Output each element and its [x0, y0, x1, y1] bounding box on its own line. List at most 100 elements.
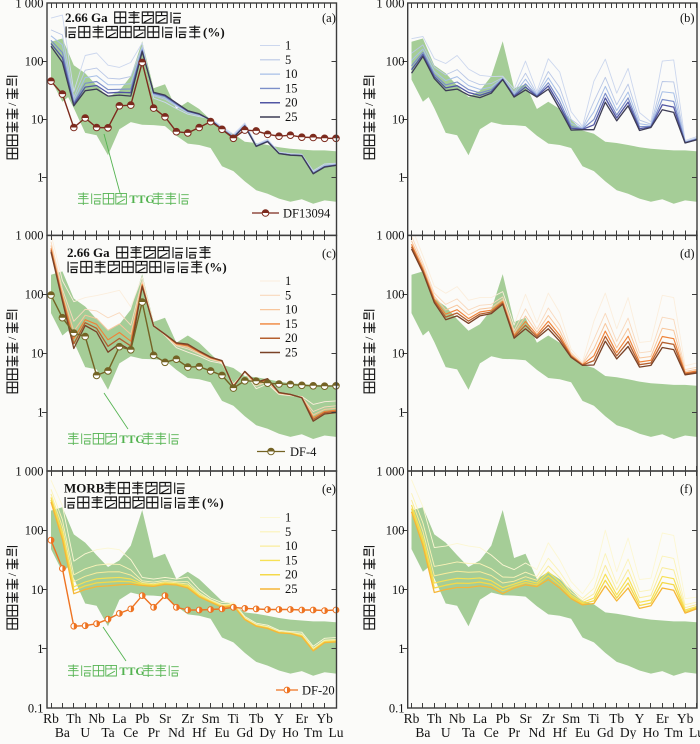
svg-text:Gd: Gd	[597, 725, 614, 739]
svg-text:25: 25	[285, 110, 298, 124]
svg-text:15: 15	[285, 81, 298, 95]
svg-text:Tb: Tb	[609, 711, 624, 726]
svg-text:Eu: Eu	[575, 725, 590, 739]
svg-text:10: 10	[392, 113, 405, 127]
svg-text:10: 10	[285, 67, 298, 81]
svg-text:Ce: Ce	[123, 725, 138, 739]
svg-text:1 000: 1 000	[376, 0, 404, 10]
svg-text:2.66 Ga: 2.66 Ga	[65, 10, 108, 25]
svg-text:Dy: Dy	[620, 725, 637, 739]
svg-text:Hf: Hf	[192, 725, 207, 739]
svg-text:20: 20	[285, 96, 298, 110]
svg-text:Pr: Pr	[148, 725, 161, 739]
svg-text:10: 10	[392, 347, 405, 361]
svg-text:Nb: Nb	[88, 711, 105, 726]
svg-text:Lu: Lu	[329, 725, 344, 739]
svg-text:15: 15	[285, 317, 298, 331]
svg-text:DF13094: DF13094	[283, 206, 331, 220]
svg-text:(e): (e)	[322, 482, 336, 496]
svg-text:Y: Y	[635, 711, 645, 726]
svg-text:(%): (%)	[205, 260, 227, 275]
svg-text:20: 20	[285, 568, 298, 582]
svg-text:Pr: Pr	[508, 725, 521, 739]
svg-text:1: 1	[37, 405, 43, 419]
svg-text:100: 100	[25, 54, 44, 68]
svg-text:Zr: Zr	[181, 711, 194, 726]
svg-text:/: /	[6, 337, 20, 341]
svg-text:(f): (f)	[680, 482, 693, 496]
svg-text:10: 10	[31, 113, 44, 127]
svg-text:(c): (c)	[322, 247, 336, 261]
svg-text:Zr: Zr	[542, 711, 555, 726]
svg-text:Ho: Ho	[282, 725, 299, 739]
svg-text:Ti: Ti	[588, 711, 600, 726]
svg-text:/: /	[6, 573, 20, 577]
svg-text:1: 1	[398, 405, 404, 419]
svg-text:Tm: Tm	[664, 725, 683, 739]
svg-text:10: 10	[31, 583, 44, 597]
svg-text:/: /	[363, 573, 377, 577]
svg-text:Ba: Ba	[415, 725, 430, 739]
svg-text:DF-20: DF-20	[302, 683, 335, 697]
svg-text:(d): (d)	[680, 247, 695, 261]
svg-text:La: La	[473, 711, 487, 726]
svg-text:(a): (a)	[322, 11, 336, 25]
svg-text:1: 1	[37, 642, 43, 656]
svg-text:Yb: Yb	[677, 711, 694, 726]
svg-text:25: 25	[285, 582, 298, 596]
svg-text:Pb: Pb	[496, 711, 511, 726]
svg-text:1: 1	[398, 642, 404, 656]
svg-text:U: U	[441, 725, 451, 739]
svg-text:Ho: Ho	[643, 725, 660, 739]
svg-text:Rb: Rb	[404, 711, 420, 726]
svg-text:10: 10	[31, 347, 44, 361]
svg-text:Ti: Ti	[228, 711, 240, 726]
svg-text:100: 100	[25, 288, 44, 302]
svg-text:5: 5	[285, 288, 291, 302]
svg-text:1: 1	[285, 39, 291, 53]
svg-text:Ce: Ce	[484, 725, 499, 739]
svg-text:Pb: Pb	[135, 711, 150, 726]
svg-text:100: 100	[386, 288, 405, 302]
svg-text:10: 10	[285, 303, 298, 317]
svg-text:2.66 Ga: 2.66 Ga	[67, 245, 110, 260]
svg-text:1 000: 1 000	[15, 229, 43, 243]
svg-text:U: U	[80, 725, 90, 739]
svg-text:25: 25	[285, 346, 298, 360]
svg-text:TTG: TTG	[119, 432, 144, 446]
svg-text:Sm: Sm	[202, 711, 221, 726]
svg-text:Dy: Dy	[259, 725, 276, 739]
svg-text:Lu: Lu	[689, 725, 700, 739]
svg-text:0.1: 0.1	[389, 701, 405, 715]
svg-text:Nd: Nd	[529, 725, 546, 739]
svg-text:1: 1	[37, 171, 43, 185]
svg-text:Sm: Sm	[562, 711, 581, 726]
svg-text:Th: Th	[66, 711, 81, 726]
svg-text:1 000: 1 000	[15, 464, 43, 478]
svg-text:La: La	[112, 711, 126, 726]
svg-text:Eu: Eu	[215, 725, 230, 739]
svg-text:Ba: Ba	[55, 725, 70, 739]
svg-text:Th: Th	[427, 711, 442, 726]
svg-text:1 000: 1 000	[376, 229, 404, 243]
svg-text:Tb: Tb	[249, 711, 264, 726]
svg-text:Y: Y	[274, 711, 284, 726]
svg-text:10: 10	[392, 583, 405, 597]
svg-text:/: /	[6, 103, 20, 107]
svg-text:Sr: Sr	[519, 711, 532, 726]
svg-text:Ta: Ta	[462, 725, 475, 739]
svg-text:MORB: MORB	[64, 481, 105, 496]
svg-text:Yb: Yb	[316, 711, 333, 726]
svg-text:5: 5	[285, 53, 291, 67]
svg-text:/: /	[363, 337, 377, 341]
svg-text:DF-4: DF-4	[290, 445, 317, 459]
svg-text:10: 10	[285, 539, 298, 553]
svg-text:(b): (b)	[680, 11, 695, 25]
svg-text:Nd: Nd	[168, 725, 185, 739]
svg-text:100: 100	[386, 524, 405, 538]
svg-text:1 000: 1 000	[15, 0, 43, 10]
svg-text:/: /	[363, 103, 377, 107]
svg-text:Hf: Hf	[553, 725, 568, 739]
svg-text:5: 5	[285, 525, 291, 539]
svg-text:(%): (%)	[203, 25, 225, 40]
